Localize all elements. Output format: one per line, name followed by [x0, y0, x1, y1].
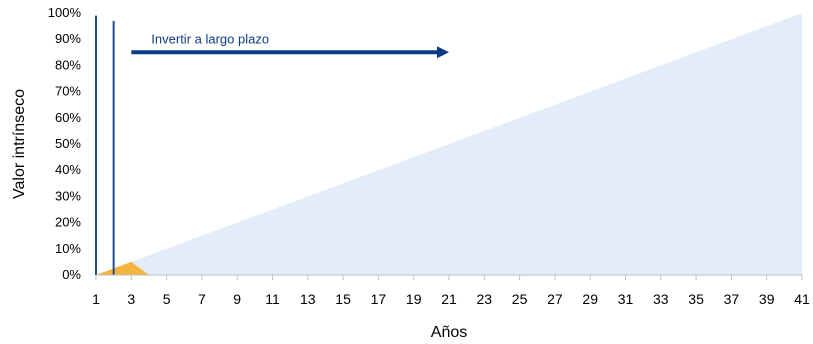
y-tick-label: 90% [55, 31, 81, 46]
y-tick-label: 30% [55, 188, 81, 203]
x-tick-label: 27 [547, 291, 563, 307]
vertical-line-layer [95, 15, 115, 275]
x-tick-label: 39 [759, 291, 775, 307]
annotation-arrow [131, 46, 449, 59]
x-tick-label: 1 [92, 291, 100, 307]
x-tick-label: 29 [582, 291, 598, 307]
y-tick-label: 40% [55, 162, 81, 177]
y-tick-label: 50% [55, 136, 81, 151]
y-tick-label: 0% [62, 267, 81, 282]
x-tick-label: 9 [233, 291, 241, 307]
area-series-1 [96, 13, 802, 275]
y-tick-label: 20% [55, 215, 81, 230]
x-tick-label: 17 [371, 291, 387, 307]
x-tick-label: 33 [653, 291, 669, 307]
x-tick-label: 37 [724, 291, 740, 307]
x-tick-label: 25 [512, 291, 528, 307]
y-tick-label: 70% [55, 84, 81, 99]
x-tick-label: 15 [335, 291, 351, 307]
x-tick-layer: 1 3 5 7 9 11 13 15 17 19 21 23 25 27 29 31 33 35 37 39 41 [92, 275, 810, 307]
x-tick-label: 5 [163, 291, 171, 307]
x-tick-label: 11 [265, 291, 280, 307]
x-tick-label: 31 [618, 291, 634, 307]
x-tick-label: 41 [794, 291, 810, 307]
y-tick-label: 100% [48, 5, 82, 20]
x-tick-label: 35 [688, 291, 704, 307]
annotation-arrow-head [437, 46, 449, 59]
y-tick-label: 80% [55, 57, 81, 72]
x-tick-label: 19 [406, 291, 422, 307]
area-series-2 [96, 261, 149, 275]
area-layer [96, 13, 802, 275]
y-tick-layer: 0% 10% 20% 30% 40% 50% 60% 70% 80% 90% 100% [48, 5, 82, 282]
y-tick-label: 10% [55, 241, 81, 256]
y-tick-label: 60% [55, 110, 81, 125]
x-tick-label: 23 [477, 291, 493, 307]
y-axis-title: Valor intrínseco [11, 89, 28, 199]
x-tick-label: 7 [198, 291, 206, 307]
x-tick-label: 13 [300, 291, 316, 307]
x-tick-label: 21 [441, 291, 457, 307]
annotation-label: Invertir a largo plazo [151, 31, 269, 46]
x-axis-title: Años [431, 324, 467, 341]
x-tick-label: 3 [127, 291, 135, 307]
